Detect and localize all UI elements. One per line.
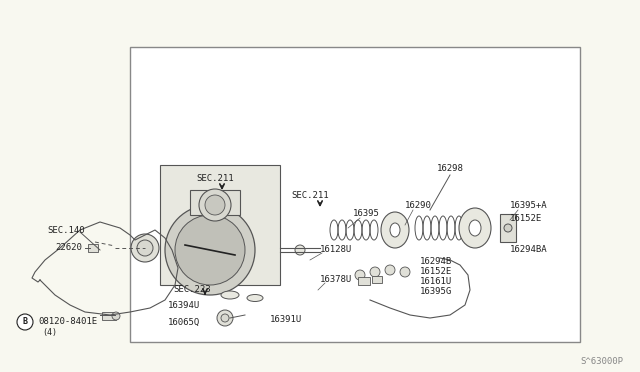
Text: SEC.211: SEC.211: [291, 190, 329, 199]
Bar: [358, 277, 370, 285]
Circle shape: [400, 267, 410, 277]
Text: 16290: 16290: [405, 201, 432, 209]
Ellipse shape: [469, 220, 481, 236]
Circle shape: [295, 245, 305, 255]
Ellipse shape: [247, 295, 263, 301]
Ellipse shape: [221, 291, 239, 299]
Circle shape: [165, 205, 255, 295]
Text: 16152E: 16152E: [420, 267, 452, 276]
Bar: [372, 276, 382, 283]
Circle shape: [205, 195, 225, 215]
Ellipse shape: [390, 223, 400, 237]
Circle shape: [175, 215, 245, 285]
Circle shape: [504, 224, 512, 232]
Circle shape: [137, 240, 153, 256]
Circle shape: [17, 314, 33, 330]
Bar: [130, 47, 580, 342]
Ellipse shape: [459, 208, 491, 248]
Text: 16294B: 16294B: [420, 257, 452, 266]
Text: 16161U: 16161U: [420, 276, 452, 285]
Ellipse shape: [381, 212, 409, 248]
Text: 16395+A: 16395+A: [510, 201, 548, 209]
Bar: [190, 190, 240, 215]
Text: S^63000P: S^63000P: [580, 357, 623, 366]
Circle shape: [217, 310, 233, 326]
Text: 16378U: 16378U: [320, 276, 352, 285]
Bar: [160, 165, 280, 285]
Text: 08120-8401E: 08120-8401E: [38, 317, 97, 327]
Text: B: B: [22, 317, 28, 327]
Circle shape: [385, 265, 395, 275]
Text: 16294BA: 16294BA: [510, 246, 548, 254]
Circle shape: [131, 234, 159, 262]
Text: 16152E: 16152E: [510, 214, 542, 222]
Bar: [102, 312, 116, 320]
Text: 22620: 22620: [55, 244, 82, 253]
Bar: [500, 214, 516, 242]
Text: SEC.211: SEC.211: [196, 173, 234, 183]
Bar: [88, 244, 98, 252]
Text: 16128U: 16128U: [320, 246, 352, 254]
Text: SEC.140: SEC.140: [47, 225, 84, 234]
Text: SEC.223: SEC.223: [173, 285, 211, 295]
Circle shape: [370, 267, 380, 277]
Text: 16394U: 16394U: [168, 301, 200, 310]
Text: 16298: 16298: [436, 164, 463, 173]
Text: (4): (4): [42, 327, 57, 337]
Text: 16395: 16395: [353, 208, 380, 218]
Text: 16395G: 16395G: [420, 286, 452, 295]
Circle shape: [199, 189, 231, 221]
Text: 16065Q: 16065Q: [168, 317, 200, 327]
Circle shape: [112, 312, 120, 320]
Circle shape: [221, 314, 229, 322]
Circle shape: [355, 270, 365, 280]
Text: 16391U: 16391U: [270, 315, 302, 324]
